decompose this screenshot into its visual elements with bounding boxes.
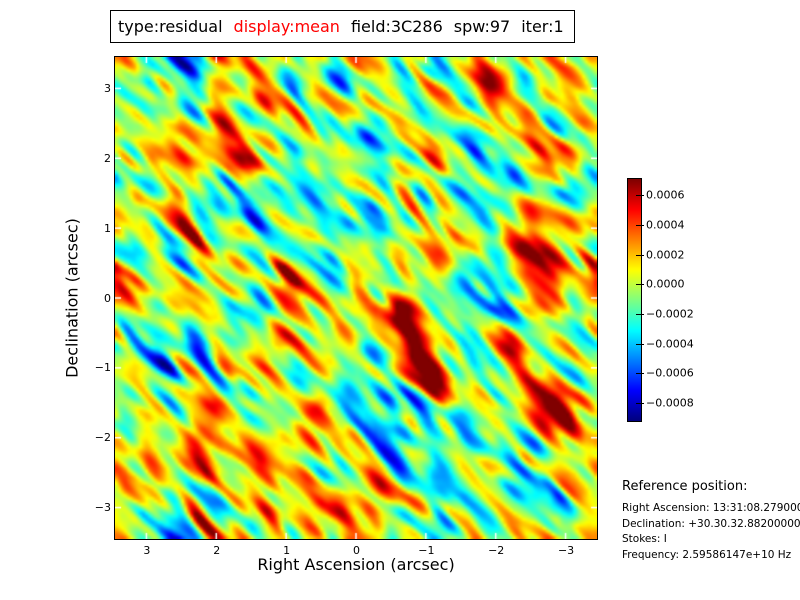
x-tick-label: −2 [488,544,505,557]
reference-heading: Reference position: [622,479,748,494]
y-tick-label: −3 [94,501,111,515]
colorbar-gradient [628,179,641,421]
plot-frame [114,56,598,540]
colorbar-tick [636,284,644,286]
reference-line: Right Ascension: 13:31:08.27900000 [622,502,800,514]
colorbar-tick [636,403,644,405]
colorbar-tick [636,314,644,316]
title-segment-field: field:3C286 [350,17,443,36]
colorbar-tick [636,225,644,227]
x-tick-label: 3 [143,544,151,557]
reference-line: Frequency: 2.59586147e+10 Hz [622,548,792,561]
y-tick-label: 2 [104,151,111,165]
colorbar-tick [636,195,644,197]
y-tick-label: 0 [104,291,111,305]
colorbar-tick-label: −0.0004 [646,337,694,351]
colorbar-tick [636,254,644,256]
title-segment-type: type:residual [118,17,223,36]
y-tick-label: 1 [104,221,111,235]
x-tick-label: 2 [213,544,221,557]
colorbar [627,178,642,422]
residual-heatmap-image [115,57,597,539]
colorbar-tick-label: −0.0008 [646,396,694,410]
colorbar-tick-label: −0.0006 [646,366,694,380]
reference-line: Declination: +30.30.32.88200000 [622,517,800,530]
title-segment-spw: spw:97 [453,17,511,36]
y-tick-label: −2 [94,431,111,445]
reference-position-block: Reference position: Right Ascension: 13:… [622,479,800,564]
x-tick-label: −3 [557,544,575,557]
x-tick-label: 1 [283,544,291,557]
x-tick-label: 0 [353,544,360,557]
colorbar-tick [636,373,644,375]
colorbar-tick-label: 0.0006 [646,188,685,202]
colorbar-tick-label: 0.0004 [646,218,685,232]
y-tick-label: 3 [104,81,111,95]
reference-line: Stokes: I [622,533,667,545]
title-segment-iter: iter:1 [521,17,564,36]
title-segment-display: display:mean [233,17,340,36]
y-tick-label: −1 [94,361,111,375]
colorbar-tick [636,343,644,345]
x-tick-label: −1 [418,544,435,557]
plot-title-box: type:residual display:mean field:3C286 s… [110,10,575,43]
colorbar-tick-label: 0.0000 [646,277,685,291]
colorbar-tick-label: 0.0002 [646,248,685,262]
colorbar-tick-label: −0.0002 [646,307,694,321]
x-axis-label: Right Ascension (arcsec) [257,555,455,574]
